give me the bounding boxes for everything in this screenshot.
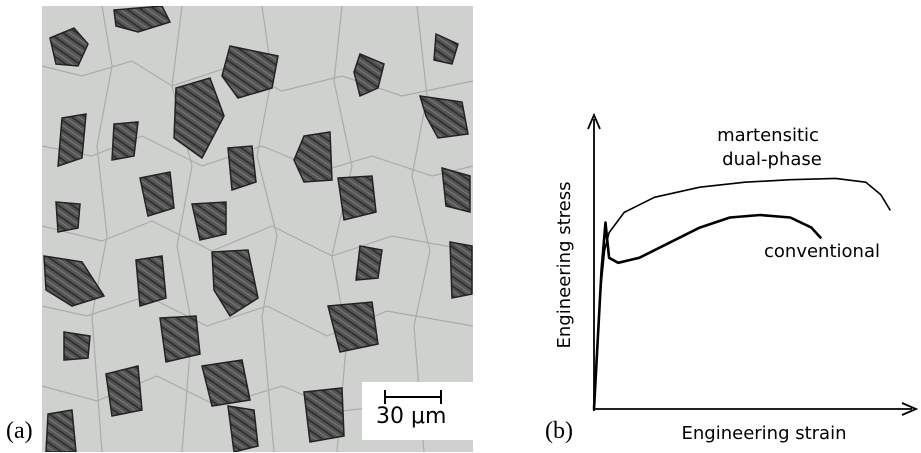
x-axis-label: Engineering strain	[682, 423, 847, 444]
micrograph-image: 30 μm	[42, 6, 473, 452]
series-line-martensitic-dual-phase	[593, 177, 891, 410]
chart-series	[592, 177, 891, 411]
x-axis-arrow	[901, 402, 918, 416]
y-axis-label: Engineering stress	[554, 182, 575, 349]
chart-axes	[587, 112, 918, 416]
panel-a-label: (a)	[6, 418, 33, 444]
scale-bar-tick-right	[440, 390, 442, 404]
series-line-conventional	[592, 213, 822, 411]
martensite-islands	[43, 6, 473, 452]
panel-b-label: (b)	[545, 418, 573, 444]
stress-strain-chart: Engineering strain Engineering stress ma…	[554, 112, 918, 444]
y-axis-arrow	[587, 112, 601, 130]
series-label-conventional: conventional	[764, 241, 880, 262]
micrograph-svg	[42, 6, 473, 452]
scale-bar-label: 30 μm	[376, 404, 447, 429]
scale-bar-line	[384, 396, 442, 398]
scale-bar: 30 μm	[362, 382, 473, 440]
series-label-dual-phase-line2: dual-phase	[722, 149, 822, 170]
series-label-dual-phase-line1: martensitic	[717, 125, 819, 146]
